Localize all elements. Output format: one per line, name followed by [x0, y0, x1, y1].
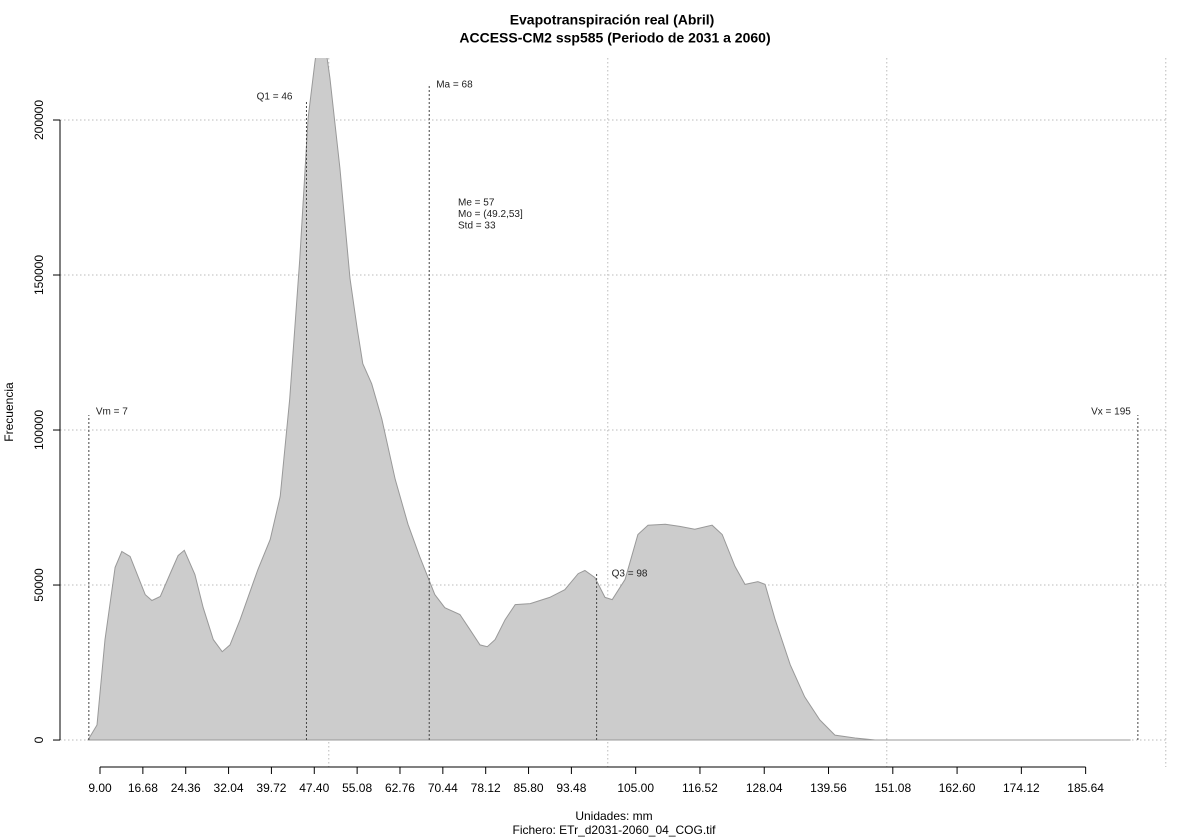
marker-label: Q3 = 98	[612, 569, 648, 580]
x-axis-label: Unidades: mm	[575, 809, 652, 823]
marker-label: Vm = 7	[96, 407, 128, 418]
x-tick-label: 185.64	[1067, 781, 1104, 795]
marker-label: Ma = 68	[436, 80, 473, 91]
stat-label: Mo = (49.2,53]	[458, 209, 523, 220]
x-tick-label: 174.12	[1003, 781, 1040, 795]
x-tick-label: 105.00	[617, 781, 654, 795]
chart-subtitle: ACCESS-CM2 ssp585 (Periodo de 2031 a 206…	[459, 30, 770, 46]
x-tick-label: 139.56	[810, 781, 847, 795]
y-tick-label: 150000	[32, 255, 46, 295]
x-tick-label: 128.04	[746, 781, 783, 795]
x-tick-label: 47.40	[299, 781, 329, 795]
caption: Fichero: ETr_d2031-2060_04_COG.tif	[513, 823, 717, 837]
plot-area	[87, 58, 1131, 741]
x-tick-label: 9.00	[88, 781, 112, 795]
stat-label: Std = 33	[458, 221, 496, 232]
x-tick-label: 70.44	[428, 781, 458, 795]
x-tick-label: 93.48	[556, 781, 586, 795]
chart-title: Evapotranspiración real (Abril)	[510, 12, 715, 28]
y-tick-label: 50000	[32, 568, 46, 602]
x-tick-label: 32.04	[214, 781, 244, 795]
x-tick-label: 16.68	[128, 781, 158, 795]
marker-label: Q1 = 46	[257, 92, 293, 103]
x-tick-label: 151.08	[874, 781, 911, 795]
x-tick-label: 78.12	[471, 781, 501, 795]
x-tick-label: 162.60	[939, 781, 976, 795]
density-area	[87, 58, 1131, 741]
y-axis-label: Frecuencia	[2, 382, 16, 442]
y-tick-label: 100000	[32, 410, 46, 450]
x-tick-label: 116.52	[682, 781, 718, 795]
x-tick-label: 55.08	[342, 781, 372, 795]
y-tick-label: 0	[32, 736, 46, 743]
x-tick-label: 24.36	[171, 781, 201, 795]
stat-label: Me = 57	[458, 198, 495, 209]
x-tick-label: 39.72	[256, 781, 286, 795]
y-tick-label: 200000	[32, 100, 46, 140]
x-tick-label: 85.80	[514, 781, 544, 795]
x-tick-label: 62.76	[385, 781, 415, 795]
marker-label: Vx = 195	[1091, 407, 1131, 418]
